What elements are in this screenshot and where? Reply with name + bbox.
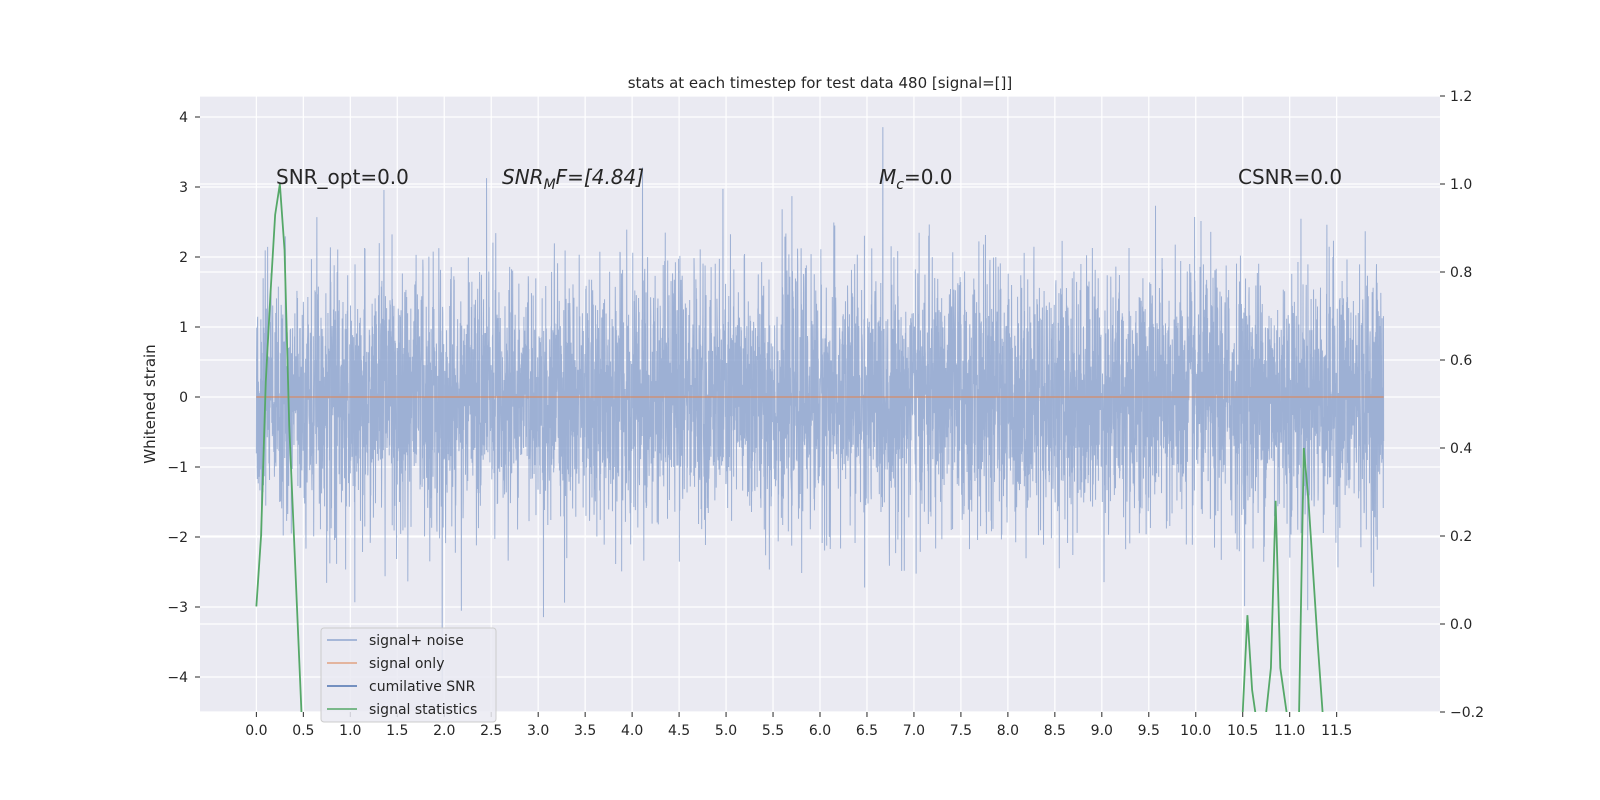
y2-tick-label: 1.2 bbox=[1450, 89, 1472, 105]
x-tick-label: 6.5 bbox=[856, 723, 878, 739]
annotation-mc-rest: =0.0 bbox=[904, 165, 953, 189]
x-tick-label: 7.0 bbox=[903, 723, 925, 739]
legend-label-cumulative-snr: cumilative SNR bbox=[369, 679, 476, 695]
x-tick-label: 11.5 bbox=[1321, 723, 1352, 739]
series-signal-noise-line bbox=[255, 127, 1385, 685]
x-tick-label: 9.0 bbox=[1091, 723, 1113, 739]
y-tick-label: −3 bbox=[167, 600, 188, 616]
annotation-mc: Mc=0.0 bbox=[879, 165, 953, 193]
annotation-snr-mf-main: SNR bbox=[502, 165, 544, 189]
y2-tick-label: 0.0 bbox=[1450, 617, 1472, 633]
x-tick-label: 4.5 bbox=[668, 723, 690, 739]
x-tick-label: 5.5 bbox=[762, 723, 784, 739]
x-tick-label: 0.5 bbox=[292, 723, 314, 739]
x-tick-label: 9.5 bbox=[1138, 723, 1160, 739]
axis-ticks: 0.0 0.5 1.0 1.5 2.0 2.5 3.0 3.5 4.0 4.5 5.0 5.5 6.0 6… bbox=[167, 89, 1484, 739]
x-tick-label: 1.0 bbox=[339, 723, 361, 739]
x-tick-label: 8.0 bbox=[997, 723, 1019, 739]
x-tick-label: 6.0 bbox=[809, 723, 831, 739]
x-tick-label: 0.0 bbox=[245, 723, 267, 739]
legend: signal+ noise signal only cumilative SNR… bbox=[320, 627, 497, 723]
y-tick-label: −1 bbox=[167, 460, 188, 476]
y2-tick-label: 0.6 bbox=[1450, 353, 1472, 369]
x-tick-label: 8.5 bbox=[1044, 723, 1066, 739]
annotation-mc-sub: c bbox=[896, 177, 904, 193]
chart-title: stats at each timestep for test data 480… bbox=[628, 74, 1013, 92]
annotation-snr-opt: SNR_opt=0.0 bbox=[276, 165, 409, 189]
annotation-mc-main: M bbox=[879, 165, 896, 189]
y-tick-label: 4 bbox=[179, 110, 188, 126]
x-tick-label: 10.0 bbox=[1180, 723, 1211, 739]
annotation-snr-mf-sub: M bbox=[544, 177, 556, 193]
annotation-snr-mf-rest: F=[4.84] bbox=[556, 165, 644, 189]
y-tick-label: −4 bbox=[167, 670, 188, 686]
x-tick-label: 5.0 bbox=[715, 723, 737, 739]
x-tick-label: 2.0 bbox=[433, 723, 455, 739]
annotation-csnr: CSNR=0.0 bbox=[1238, 165, 1342, 189]
legend-box bbox=[320, 627, 497, 723]
y2-tick-label: 0.8 bbox=[1450, 265, 1472, 281]
y2-tick-label: 0.4 bbox=[1450, 441, 1472, 457]
x-tick-label: 11.0 bbox=[1274, 723, 1305, 739]
y-tick-label: −2 bbox=[167, 530, 188, 546]
y-tick-label: 3 bbox=[179, 180, 188, 196]
legend-label-signal-noise: signal+ noise bbox=[369, 633, 464, 649]
y-tick-label: 2 bbox=[179, 250, 188, 266]
y-tick-label: 1 bbox=[179, 320, 188, 336]
legend-label-signal-statistics: signal statistics bbox=[369, 702, 477, 718]
y2-tick-label: 0.2 bbox=[1450, 529, 1472, 545]
x-tick-label: 3.5 bbox=[574, 723, 596, 739]
x-tick-label: 3.0 bbox=[527, 723, 549, 739]
x-tick-label: 7.5 bbox=[950, 723, 972, 739]
series-signal-statistics-line bbox=[255, 183, 1324, 712]
x-tick-label: 10.5 bbox=[1227, 723, 1258, 739]
legend-label-signal-only: signal only bbox=[369, 656, 444, 672]
y-tick-label: 0 bbox=[179, 390, 188, 406]
x-tick-label: 4.0 bbox=[621, 723, 643, 739]
y-axis-label: Whitened strain bbox=[141, 344, 159, 463]
annotation-snr-mf: SNRMF=[4.84] bbox=[502, 165, 644, 193]
y2-tick-label: 1.0 bbox=[1450, 177, 1472, 193]
x-tick-label: 2.5 bbox=[480, 723, 502, 739]
plot-series bbox=[255, 127, 1385, 712]
y2-tick-label: −0.2 bbox=[1450, 705, 1484, 721]
x-tick-label: 1.5 bbox=[386, 723, 408, 739]
